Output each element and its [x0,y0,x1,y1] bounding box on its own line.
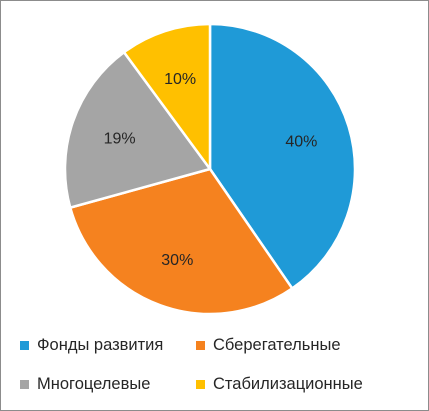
legend-swatch [20,340,29,350]
data-label: 10% [164,71,196,88]
slice-mnogotselevye [63,50,212,209]
slice-sberegatelnye [68,167,294,316]
data-label: 40% [285,134,317,151]
legend-swatch [20,379,29,389]
legend-item-stabilizatsionnye: Стабилизационные [196,373,396,395]
slice-stabilizatsionnye [122,22,212,171]
legend-item-mnogotselevye: Многоцелевые [20,373,196,395]
legend-label: Многоцелевые [37,374,151,393]
legend-swatch [196,379,205,389]
legend-label: Сберегательные [213,335,341,354]
legend-item-sberegatelnye: Сберегательные [196,334,396,356]
legend: Фонды развития Сберегательные Многоцелев… [20,334,420,395]
data-label: 30% [161,252,193,269]
legend-swatch [196,340,205,350]
legend-item-fondy-razvitiya: Фонды развития [20,334,196,356]
slice-fondy-razvitiya [208,22,357,290]
data-label: 19% [104,131,136,148]
legend-label: Стабилизационные [213,374,363,393]
legend-label: Фонды развития [37,335,164,354]
